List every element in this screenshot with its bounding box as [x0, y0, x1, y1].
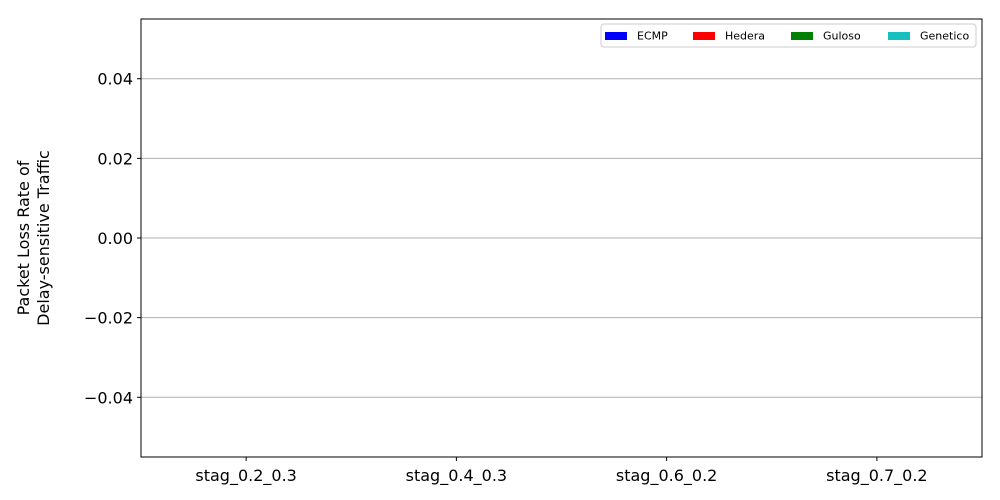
- y-tick-label: 0.02: [97, 149, 133, 168]
- legend-frame: [600, 23, 977, 48]
- x-tick-label: stag_0.4_0.3: [406, 466, 507, 486]
- y-axis-ticks: −0.04 −0.02 0.00 0.02 0.04: [84, 70, 141, 407]
- y-tick-label: 0.00: [97, 229, 133, 248]
- x-tick-label: stag_0.2_0.3: [195, 466, 296, 486]
- gridlines: [141, 78, 982, 398]
- legend-label-hedera: Hedera: [725, 30, 765, 43]
- legend-label-genetico: Genetico: [920, 30, 969, 43]
- legend-swatch-genetico: [888, 32, 910, 40]
- legend: ECMP Hedera Guloso Genetico: [600, 23, 977, 48]
- legend-swatch-ecmp: [605, 32, 627, 40]
- legend-label-ecmp: ECMP: [637, 30, 668, 43]
- legend-swatch-hedera: [693, 32, 715, 40]
- y-tick-label: 0.04: [97, 70, 133, 89]
- legend-label-guloso: Guloso: [823, 30, 861, 43]
- x-axis-ticks: stag_0.2_0.3 stag_0.4_0.3 stag_0.6_0.2 stag…: [195, 457, 928, 486]
- y-tick-label: −0.04: [84, 388, 133, 407]
- y-axis-label-line-2: Delay-sensitive Traffic: [34, 150, 53, 326]
- y-axis-label-line-1: Packet Loss Rate of: [14, 160, 33, 315]
- legend-swatch-guloso: [791, 32, 813, 40]
- x-tick-label: stag_0.7_0.2: [826, 466, 927, 486]
- x-tick-label: stag_0.6_0.2: [616, 466, 717, 486]
- y-tick-label: −0.02: [84, 309, 133, 328]
